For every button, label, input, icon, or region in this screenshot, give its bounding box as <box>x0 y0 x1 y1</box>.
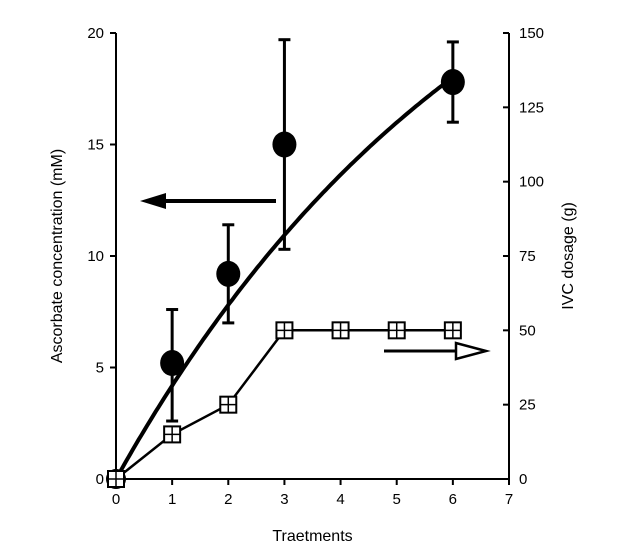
y-left-tick-label: 5 <box>96 360 104 377</box>
y-right-tick-label: 0 <box>519 471 527 488</box>
y-left-tick-label: 10 <box>87 248 104 265</box>
ascorbate-marker <box>272 131 297 158</box>
y-right-tick-label: 150 <box>519 25 544 42</box>
series-group <box>106 38 465 489</box>
x-tick-label: 5 <box>393 491 401 508</box>
y-axis-left-label: Ascorbate concentration (mM) <box>49 149 66 363</box>
x-tick-label: 7 <box>505 491 513 508</box>
ascorbate-marker <box>216 260 241 287</box>
ascorbate-marker <box>440 69 465 96</box>
y-right-tick-label: 25 <box>519 397 536 414</box>
x-tick-label: 2 <box>224 491 232 508</box>
y-left-tick-label: 0 <box>96 471 104 488</box>
y-left-tick-label: 15 <box>87 137 104 154</box>
plot-frame <box>115 33 510 480</box>
x-tick-label: 4 <box>336 491 344 508</box>
y-axis-right-label: IVC dosage (g) <box>560 202 577 310</box>
y-right-tick-label: 50 <box>519 322 536 339</box>
annotations <box>140 193 491 361</box>
y-right-tick-label: 125 <box>519 99 544 116</box>
y-left-tick-label: 20 <box>87 25 104 42</box>
y-right-tick-label: 100 <box>519 174 544 191</box>
x-tick-label: 1 <box>168 491 176 508</box>
x-tick-label: 0 <box>112 491 120 508</box>
x-tick-label: 6 <box>449 491 457 508</box>
y-right-tick-label: 75 <box>519 248 536 265</box>
arrow-left-head <box>140 193 166 209</box>
x-tick-label: 3 <box>280 491 288 508</box>
x-axis-label: Traetments <box>272 528 352 545</box>
arrow-right-head <box>454 341 491 361</box>
ascorbate-marker <box>160 350 185 377</box>
